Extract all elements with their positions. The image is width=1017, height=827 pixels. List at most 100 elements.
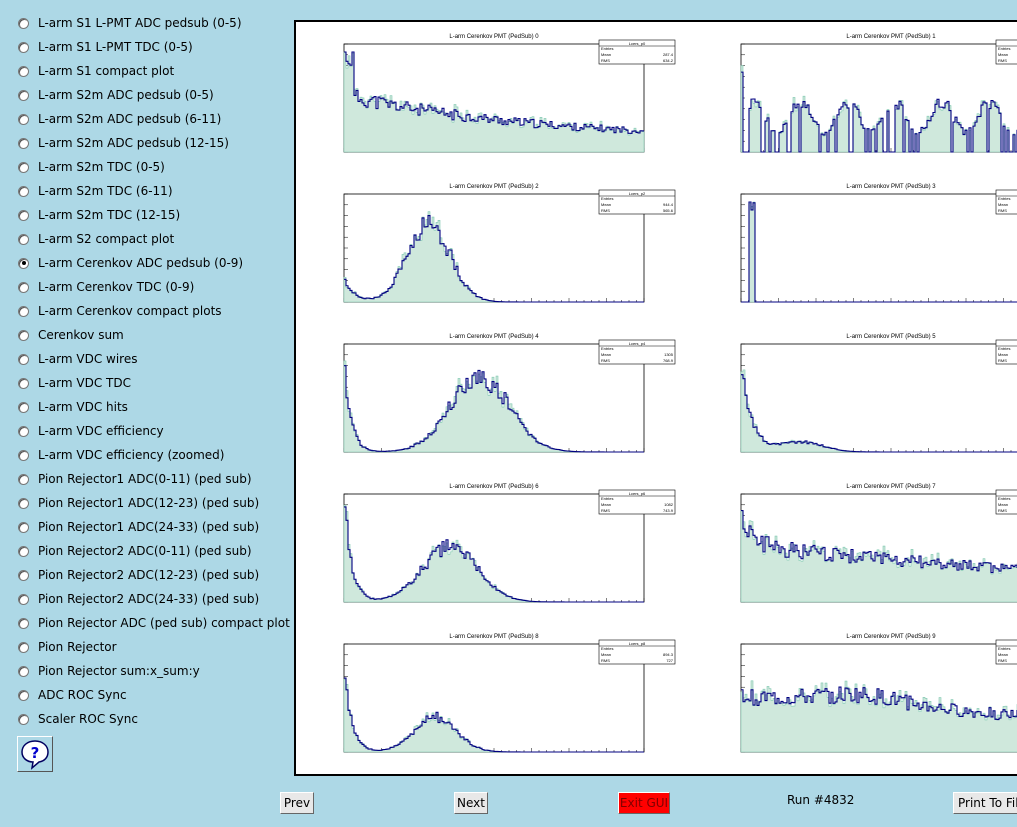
radio-button[interactable] [18, 641, 29, 653]
stats-rms-value: 634.2 [663, 58, 674, 63]
histogram-frame [740, 343, 1017, 453]
stats-entries-label: Entries [998, 46, 1010, 51]
histogram-panel-3[interactable]: L-arm Cerenkov PMT (PedSub) 3 EntriesMean… [740, 184, 1017, 303]
plot-option-5[interactable]: L-arm S2m ADC pedsub (12-15) [18, 132, 229, 154]
histogram-panel-8[interactable]: L-arm Cerenkov PMT (PedSub) 8 Lcers_p8 Ent… [343, 634, 676, 753]
radio-button[interactable] [18, 401, 29, 413]
plot-option-12[interactable]: L-arm Cerenkov compact plots [18, 300, 222, 322]
radio-button[interactable] [18, 617, 29, 629]
plot-option-24[interactable]: Pion Rejector2 ADC(24-33) (ped sub) [18, 588, 259, 610]
histogram-frame [343, 643, 645, 753]
plot-option-8[interactable]: L-arm S2m TDC (12-15) [18, 204, 180, 226]
plot-option-0[interactable]: L-arm S1 L-PMT ADC pedsub (0-5) [18, 12, 242, 34]
plot-option-23[interactable]: Pion Rejector2 ADC(12-23) (ped sub) [18, 564, 259, 586]
plot-option-27[interactable]: Pion Rejector sum:x_sum:y [18, 660, 200, 682]
histogram-line [741, 510, 1017, 574]
radio-button[interactable] [18, 161, 29, 173]
plot-option-17[interactable]: L-arm VDC efficiency [18, 420, 164, 442]
exit-gui-button[interactable]: Exit GUI [618, 792, 670, 814]
radio-button[interactable] [18, 329, 29, 341]
plot-option-11[interactable]: L-arm Cerenkov TDC (0-9) [18, 276, 194, 298]
radio-button[interactable] [18, 497, 29, 509]
radio-button[interactable] [18, 353, 29, 365]
plot-option-13[interactable]: Cerenkov sum [18, 324, 124, 346]
histogram-panel-1[interactable]: L-arm Cerenkov PMT (PedSub) 1 EntriesMean… [740, 34, 1017, 153]
radio-button[interactable] [18, 377, 29, 389]
histogram-panel-4[interactable]: L-arm Cerenkov PMT (PedSub) 4 Lcers_p4 Ent… [343, 334, 676, 453]
histogram-title: L-arm Cerenkov PMT (PedSub) 2 [449, 184, 539, 190]
print-to-file-button[interactable]: Print To File [953, 792, 1017, 814]
radio-button[interactable] [18, 521, 29, 533]
radio-button[interactable] [18, 449, 29, 461]
plot-option-1[interactable]: L-arm S1 L-PMT TDC (0-5) [18, 36, 193, 58]
radio-button[interactable] [18, 113, 29, 125]
radio-button[interactable] [18, 17, 29, 29]
stats-entries-label: Entries [601, 646, 613, 651]
radio-button[interactable] [18, 545, 29, 557]
plot-option-6[interactable]: L-arm S2m TDC (0-5) [18, 156, 165, 178]
radio-button[interactable] [18, 713, 29, 725]
radio-button[interactable] [18, 281, 29, 293]
plot-option-9[interactable]: L-arm S2 compact plot [18, 228, 174, 250]
radio-button[interactable] [18, 305, 29, 317]
plot-option-15[interactable]: L-arm VDC TDC [18, 372, 131, 394]
plot-option-3[interactable]: L-arm S2m ADC pedsub (0-5) [18, 84, 214, 106]
stats-rms-label: RMS [601, 508, 610, 513]
radio-button[interactable] [18, 233, 29, 245]
histogram-panel-9[interactable]: L-arm Cerenkov PMT (PedSub) 9 EntriesMean… [740, 634, 1017, 753]
plot-option-7[interactable]: L-arm S2m TDC (6-11) [18, 180, 173, 202]
plot-option-21[interactable]: Pion Rejector1 ADC(24-33) (ped sub) [18, 516, 259, 538]
histogram-panel-7[interactable]: L-arm Cerenkov PMT (PedSub) 7 EntriesMean… [740, 484, 1017, 603]
histogram-line [344, 365, 644, 453]
stats-entries-label: Entries [601, 346, 613, 351]
radio-button[interactable] [18, 425, 29, 437]
plot-option-18[interactable]: L-arm VDC efficiency (zoomed) [18, 444, 224, 466]
stats-rms-value: 727 [666, 658, 673, 663]
radio-button[interactable] [18, 89, 29, 101]
plot-option-label: L-arm VDC TDC [38, 376, 131, 390]
radio-button[interactable] [18, 689, 29, 701]
histogram-title: L-arm Cerenkov PMT (PedSub) 1 [846, 34, 936, 40]
radio-button[interactable] [18, 665, 29, 677]
plot-option-2[interactable]: L-arm S1 compact plot [18, 60, 174, 82]
radio-button[interactable] [18, 593, 29, 605]
help-button[interactable]: ? [17, 736, 53, 772]
plot-option-label: Cerenkov sum [38, 328, 124, 342]
prev-button[interactable]: Prev [280, 792, 314, 814]
svg-text:?: ? [31, 744, 40, 762]
plot-option-22[interactable]: Pion Rejector2 ADC(0-11) (ped sub) [18, 540, 252, 562]
radio-button[interactable] [18, 473, 29, 485]
plot-option-28[interactable]: ADC ROC Sync [18, 684, 127, 706]
plot-option-19[interactable]: Pion Rejector1 ADC(0-11) (ped sub) [18, 468, 252, 490]
histogram-title: L-arm Cerenkov PMT (PedSub) 8 [449, 634, 539, 640]
plot-option-4[interactable]: L-arm S2m ADC pedsub (6-11) [18, 108, 221, 130]
plot-option-20[interactable]: Pion Rejector1 ADC(12-23) (ped sub) [18, 492, 259, 514]
plot-option-26[interactable]: Pion Rejector [18, 636, 117, 658]
plot-option-16[interactable]: L-arm VDC hits [18, 396, 128, 418]
plot-option-label: ADC ROC Sync [38, 688, 127, 702]
radio-button[interactable] [18, 65, 29, 77]
radio-button[interactable] [18, 209, 29, 221]
radio-button[interactable] [18, 257, 29, 269]
radio-button[interactable] [18, 137, 29, 149]
histogram-panel-6[interactable]: L-arm Cerenkov PMT (PedSub) 6 Lcers_p6 Ent… [343, 484, 676, 603]
histogram-panel-0[interactable]: L-arm Cerenkov PMT (PedSub) 0 Lcers_p0 Ent… [343, 34, 676, 153]
histogram-title: L-arm Cerenkov PMT (PedSub) 3 [846, 184, 936, 190]
histogram-panel-2[interactable]: L-arm Cerenkov PMT (PedSub) 2 Lcers_p2 Ent… [343, 184, 676, 303]
histogram-panel-5[interactable]: L-arm Cerenkov PMT (PedSub) 5 EntriesMean… [740, 334, 1017, 453]
plot-option-14[interactable]: L-arm VDC wires [18, 348, 137, 370]
next-button[interactable]: Next [454, 792, 488, 814]
plot-option-10[interactable]: L-arm Cerenkov ADC pedsub (0-9) [18, 252, 243, 274]
stats-rms-label: RMS [998, 358, 1007, 363]
plot-option-25[interactable]: Pion Rejector ADC (ped sub) compact plot [18, 612, 290, 634]
radio-button[interactable] [18, 569, 29, 581]
stats-mean-label: Mean [998, 202, 1008, 207]
stats-mean-value: 944.4 [663, 202, 674, 207]
radio-button[interactable] [18, 185, 29, 197]
stats-mean-label: Mean [601, 652, 611, 657]
plot-option-29[interactable]: Scaler ROC Sync [18, 708, 138, 730]
radio-button[interactable] [18, 41, 29, 53]
